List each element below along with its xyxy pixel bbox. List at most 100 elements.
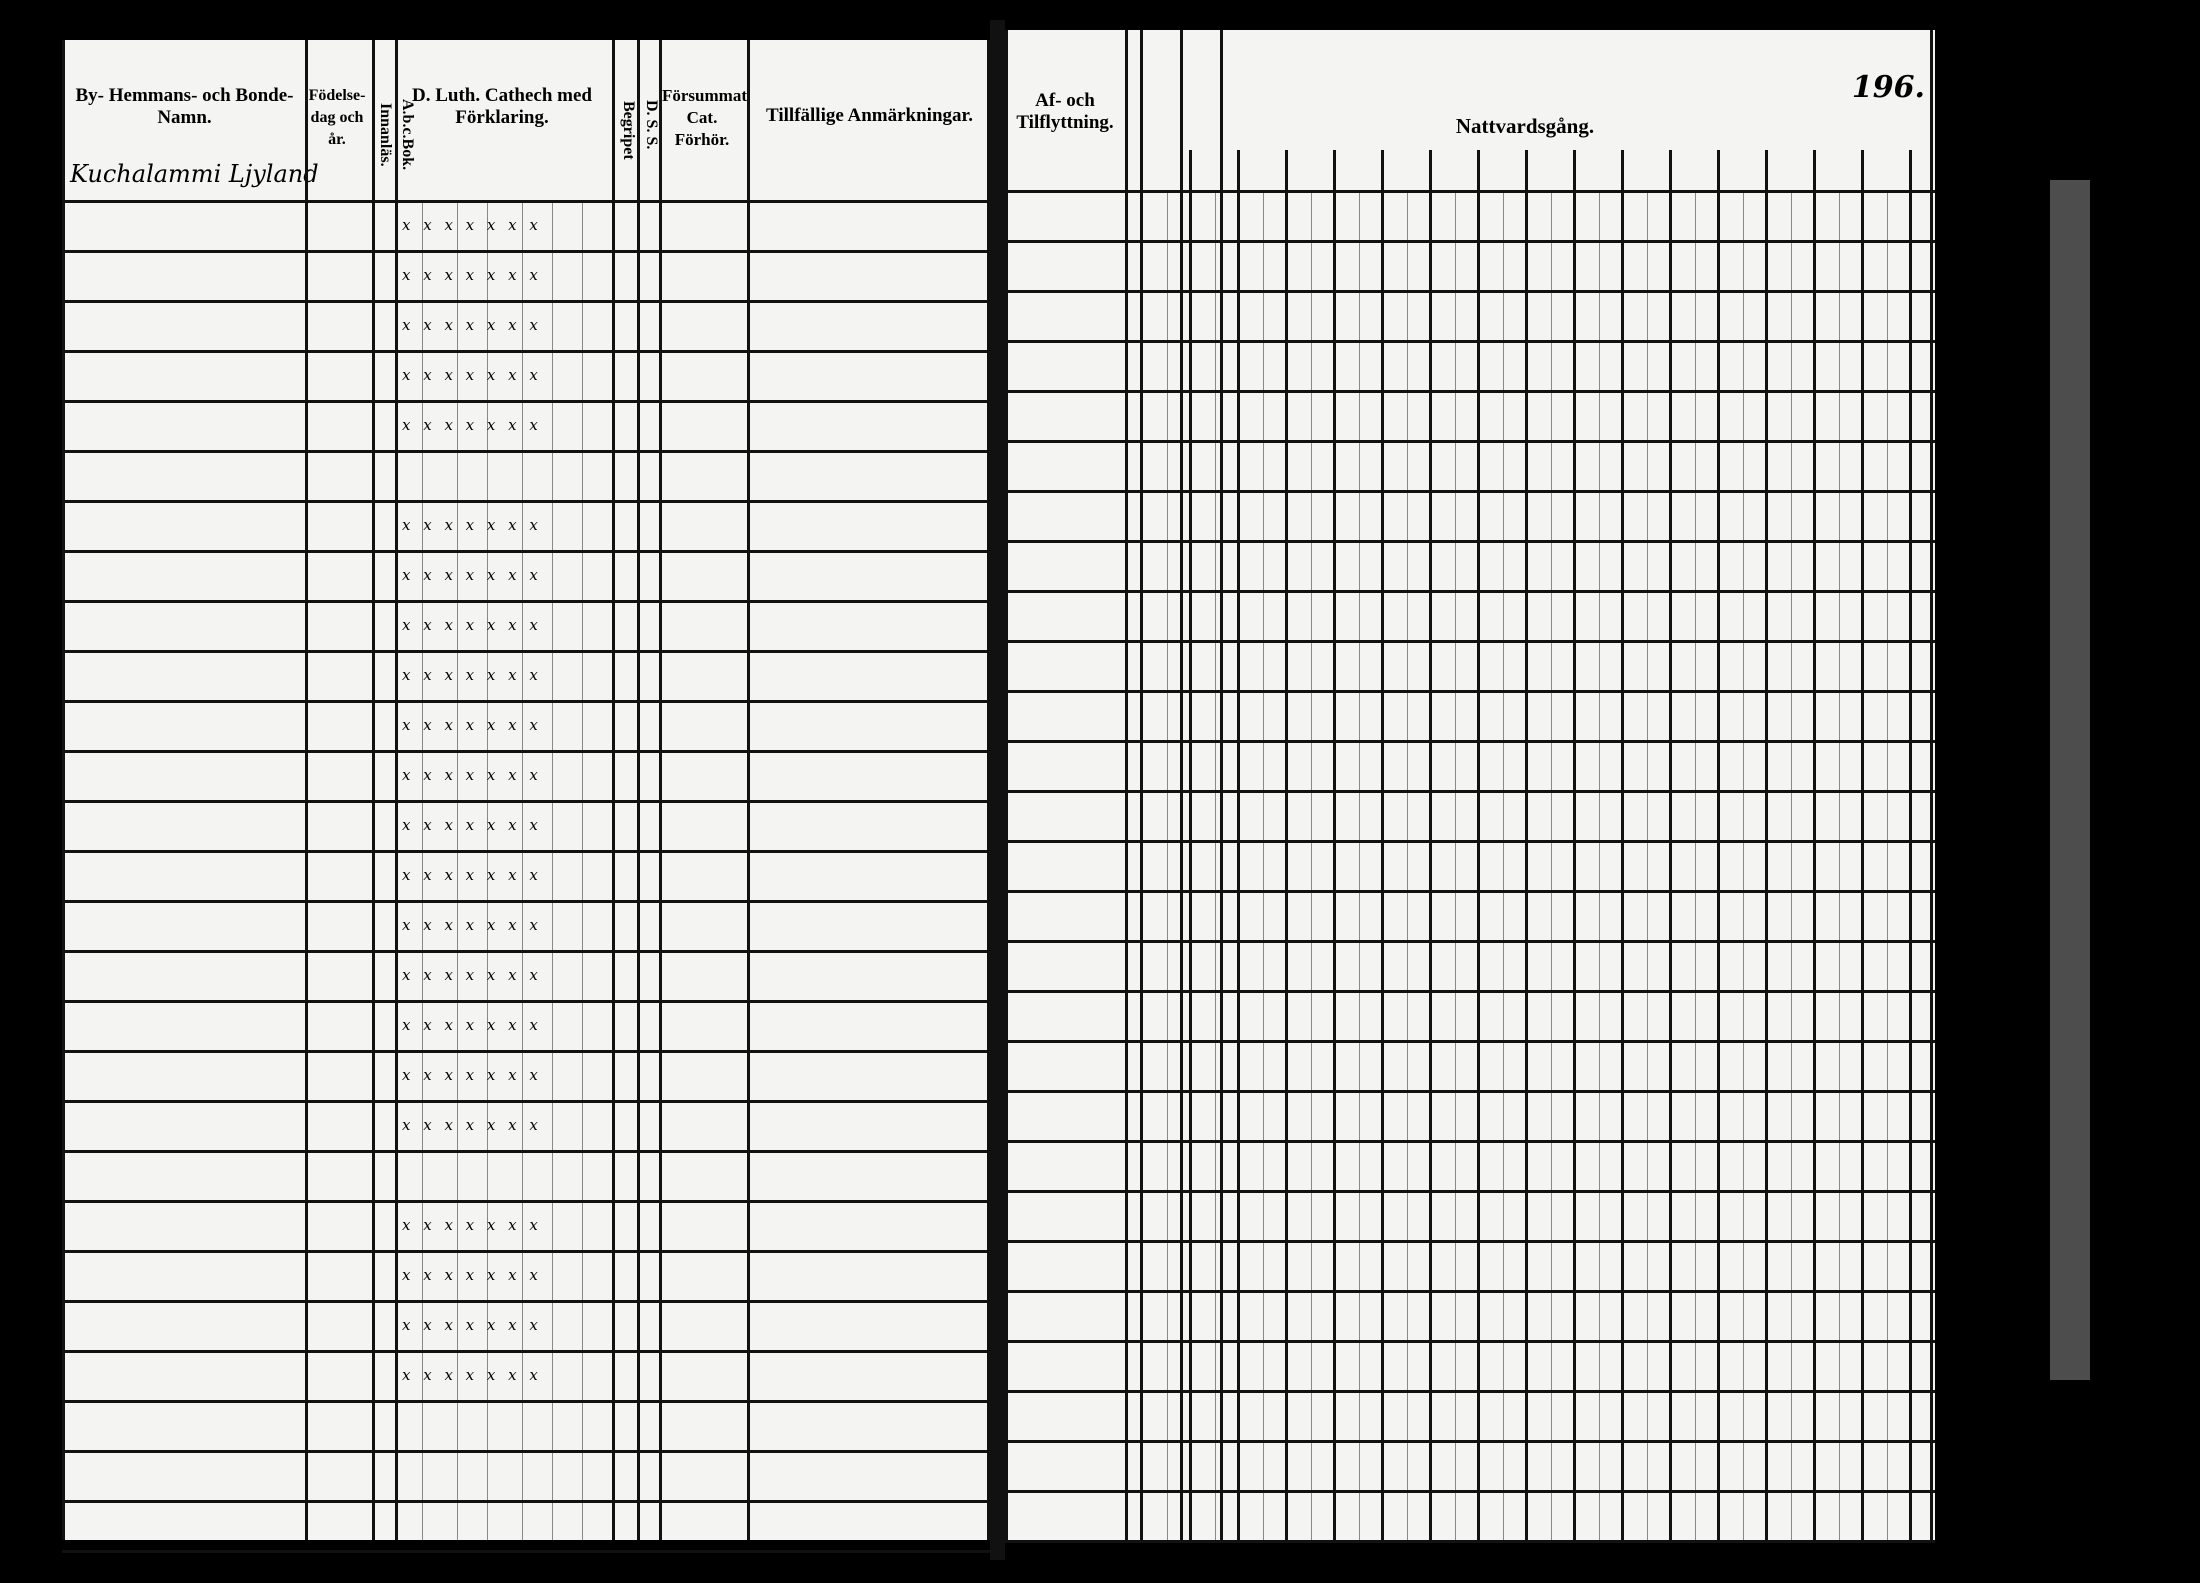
header-dss: D. S. S. — [643, 100, 660, 150]
row-rule — [1005, 1040, 1935, 1043]
year-subrule — [1263, 190, 1264, 1540]
village-name: Kuchalammi Ljyland — [70, 160, 319, 188]
row-rule — [62, 350, 990, 353]
catechism-subcolumn-rule — [457, 200, 458, 1540]
year-rule — [1189, 150, 1192, 1540]
row-rule — [62, 1200, 990, 1203]
row-rule — [1005, 1140, 1935, 1143]
row-rule — [62, 800, 990, 803]
year-subrule — [1311, 190, 1312, 1540]
row-rule — [62, 600, 990, 603]
year-rule — [1477, 150, 1480, 1540]
year-rule — [1765, 150, 1768, 1540]
row-rule — [1005, 190, 1935, 193]
row-marks: x x x x x x x — [402, 816, 542, 834]
row-rule — [1005, 790, 1935, 793]
row-rule — [1005, 1290, 1935, 1293]
row-marks: x x x x x x x — [402, 316, 542, 334]
row-rule — [1005, 1440, 1935, 1443]
row-rule — [1005, 840, 1935, 843]
header-abc: A.b.c.Bok. Innanläs. — [377, 99, 416, 171]
row-rule — [1005, 440, 1935, 443]
year-subrule — [1503, 190, 1504, 1540]
column-rule — [987, 40, 990, 1540]
row-marks: x x x x x x x — [402, 916, 542, 934]
row-rule — [62, 650, 990, 653]
year-rule — [1381, 150, 1384, 1540]
row-marks: x x x x x x x — [402, 566, 542, 584]
row-rule — [1005, 1190, 1935, 1193]
year-subrule — [1791, 190, 1792, 1540]
column-rule — [659, 40, 662, 1540]
row-marks: x x x x x x x — [402, 1316, 542, 1334]
year-subrule — [1455, 190, 1456, 1540]
row-rule — [62, 700, 990, 703]
column-rule — [747, 40, 750, 1540]
column-rule — [1005, 30, 1008, 1540]
row-rule — [62, 750, 990, 753]
year-rule — [1573, 150, 1576, 1540]
column-rule — [1220, 30, 1223, 1540]
row-rule — [62, 1550, 990, 1553]
row-marks: x x x x x x x — [402, 216, 542, 234]
column-rule — [395, 40, 398, 1540]
row-rule — [62, 1500, 990, 1503]
row-rule — [1005, 1240, 1935, 1243]
column-rule — [1125, 30, 1128, 1540]
row-rule — [1005, 540, 1935, 543]
row-rule — [1005, 590, 1935, 593]
column-rule — [62, 40, 65, 1540]
year-subrule — [1695, 190, 1696, 1540]
book-spine — [990, 20, 1005, 1560]
row-rule — [62, 400, 990, 403]
column-rule — [1930, 30, 1933, 1540]
row-rule — [62, 1300, 990, 1303]
row-rule — [1005, 240, 1935, 243]
row-rule — [1005, 890, 1935, 893]
row-rule — [62, 500, 990, 503]
row-rule — [62, 250, 990, 253]
row-rule — [62, 1050, 990, 1053]
header-begripet: Begripet — [620, 100, 637, 160]
row-rule — [62, 900, 990, 903]
year-rule — [1717, 150, 1720, 1540]
header-forsummat: Försummat Cat. Förhör. — [662, 86, 747, 149]
year-subrule — [1743, 190, 1744, 1540]
year-rule — [1669, 150, 1672, 1540]
row-rule — [1005, 690, 1935, 693]
row-marks: x x x x x x x — [402, 416, 542, 434]
year-rule — [1621, 150, 1624, 1540]
row-rule — [62, 450, 990, 453]
column-rule — [1140, 30, 1143, 1540]
header-moving: Af- och Tilflyttning. — [1016, 90, 1114, 133]
year-subrule — [1407, 190, 1408, 1540]
row-marks: x x x x x x x — [402, 1066, 542, 1084]
year-subrule — [1887, 190, 1888, 1540]
column-rule — [372, 40, 375, 1540]
row-rule — [1005, 640, 1935, 643]
row-marks: x x x x x x x — [402, 1016, 542, 1034]
header-catechism: D. Luth. Cathech med Förklaring. — [412, 85, 592, 128]
catechism-subcolumn-rule — [487, 200, 488, 1540]
row-rule — [62, 1000, 990, 1003]
header-birth: Födelse-dag och år. — [308, 87, 366, 148]
row-rule — [1005, 740, 1935, 743]
year-rule — [1813, 150, 1816, 1540]
row-marks: x x x x x x x — [402, 1366, 542, 1384]
header-communion: Nattvardsgång. — [1455, 114, 1595, 138]
row-rule — [1005, 990, 1935, 993]
row-marks: x x x x x x x — [402, 666, 542, 684]
catechism-subcolumn-rule — [552, 200, 553, 1540]
row-rule — [62, 1250, 990, 1253]
row-marks: x x x x x x x — [402, 516, 542, 534]
catechism-subcolumn-rule — [522, 200, 523, 1540]
row-rule — [62, 1100, 990, 1103]
year-rule — [1429, 150, 1432, 1540]
header-name: By- Hemmans- och Bonde- Namn. — [75, 85, 294, 128]
row-rule — [62, 1350, 990, 1353]
year-rule — [1285, 150, 1288, 1540]
column-rule — [305, 40, 308, 1540]
row-marks: x x x x x x x — [402, 766, 542, 784]
row-rule — [62, 200, 990, 203]
row-rule — [62, 1150, 990, 1153]
